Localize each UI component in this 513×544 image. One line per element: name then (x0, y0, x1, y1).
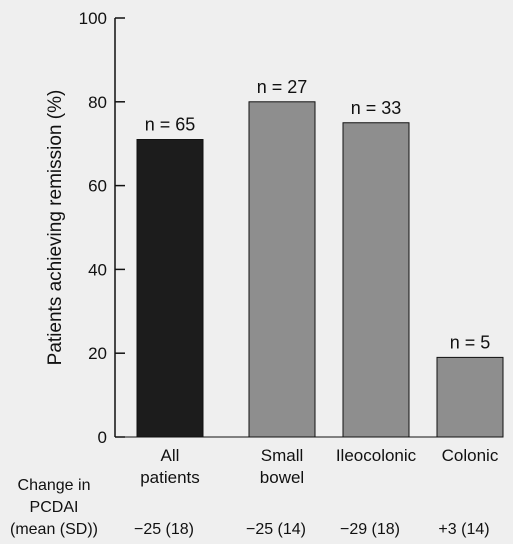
x-tick-label-0-0: All (161, 446, 180, 465)
x-tick-label-1-0: Small (261, 446, 304, 465)
data-label-2: n = 33 (351, 98, 402, 118)
pcdai-value-3: +3 (14) (438, 521, 489, 538)
x-tick-label-0-1: patients (140, 468, 200, 487)
y-tick-label-3: 60 (88, 177, 107, 196)
pcdai-row-label-0: Change in (18, 477, 91, 494)
data-label-0: n = 65 (145, 115, 196, 135)
bar-1 (248, 101, 316, 438)
bar-2 (342, 122, 410, 438)
pcdai-value-0: −25 (18) (134, 521, 194, 538)
x-tick-label-1-1: bowel (260, 468, 304, 487)
y-tick-label-4: 80 (88, 93, 107, 112)
bar-0 (136, 139, 204, 438)
y-axis-title: Patients achieving remission (%) (45, 90, 66, 366)
y-tick-label-0: 0 (98, 428, 107, 447)
x-tick-label-2-0: Ileocolonic (336, 446, 417, 465)
data-label-1: n = 27 (257, 77, 308, 97)
data-label-3: n = 5 (450, 332, 491, 352)
pcdai-value-2: −29 (18) (340, 521, 400, 538)
y-tick-label-5: 100 (79, 9, 107, 28)
y-tick-label-1: 20 (88, 344, 107, 363)
pcdai-row-label-2: (mean (SD)) (10, 521, 98, 538)
pcdai-row-label-1: PCDAI (30, 499, 79, 516)
y-tick-label-2: 40 (88, 260, 107, 279)
pcdai-value-1: −25 (14) (246, 521, 306, 538)
x-tick-label-3-0: Colonic (442, 446, 499, 465)
bar-3 (436, 356, 504, 438)
